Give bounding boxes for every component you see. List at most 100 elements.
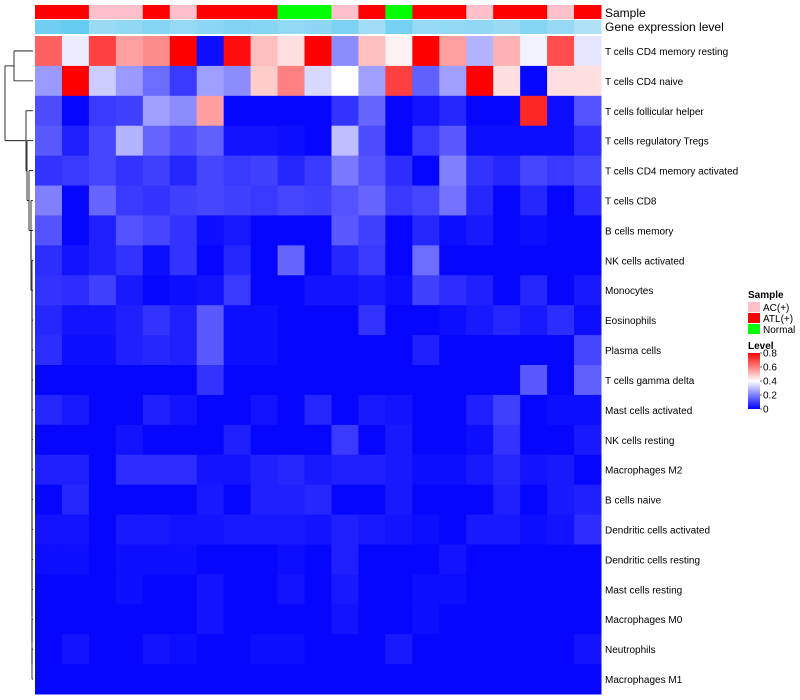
heatmap-cell: [196, 335, 225, 366]
heatmap-cell: [35, 275, 63, 306]
heatmap-cell: [412, 335, 440, 366]
heatmap-cell: [547, 245, 575, 276]
heatmap-cell: [277, 95, 306, 127]
heatmap-cell: [358, 634, 386, 665]
heatmap-cell: [358, 275, 386, 306]
sample-annotation-cell: [196, 5, 225, 19]
heatmap-cell: [358, 454, 386, 486]
heatmap-cell: [196, 215, 225, 246]
heatmap-cell: [169, 544, 198, 575]
heatmap-cell: [385, 365, 413, 396]
sample-annotation-cell: [493, 5, 521, 19]
heatmap-cell: [196, 155, 225, 187]
heatmap-cell: [115, 574, 144, 605]
heatmap-cell: [331, 664, 359, 695]
heatmap-cell: [88, 365, 117, 396]
sample-annotation-cell: [142, 5, 171, 19]
heatmap-cell: [223, 95, 252, 127]
legend-swatch-atl: [748, 313, 760, 323]
heatmap-cell: [304, 634, 332, 665]
heatmap-cell: [196, 574, 225, 605]
heatmap-cell: [574, 95, 602, 127]
heatmap-cell: [277, 215, 306, 246]
heatmap-cell: [520, 394, 548, 426]
heatmap-cell: [520, 424, 548, 456]
heatmap-cell: [304, 305, 332, 336]
heatmap-cell: [88, 305, 117, 336]
heatmap-cell: [520, 484, 548, 516]
heatmap-cell: [466, 215, 494, 246]
heatmap-cell: [304, 394, 332, 426]
heatmap-cell: [35, 664, 63, 695]
heatmap-cell: [61, 604, 90, 635]
heatmap-cell: [574, 36, 602, 67]
heatmap-cell: [142, 365, 171, 396]
heatmap-cell: [88, 514, 117, 545]
heatmap-cell: [358, 65, 386, 97]
heatmap-cell: [412, 454, 440, 486]
heatmap-cell: [358, 574, 386, 605]
heatmap-cell: [250, 574, 279, 605]
heatmap-cell: [520, 245, 548, 276]
heatmap-cell: [358, 604, 386, 635]
heatmap-cell: [331, 95, 359, 127]
heatmap-cell: [412, 634, 440, 665]
heatmap-cell: [385, 484, 413, 516]
expression-annotation-cell: [439, 20, 467, 34]
heatmap-cell: [35, 424, 63, 456]
heatmap-cell: [250, 544, 279, 575]
expression-annotation-cell: [493, 20, 521, 34]
heatmap-cell: [35, 95, 63, 127]
sample-annotation-cell: [61, 5, 90, 19]
heatmap-cell: [277, 245, 306, 276]
heatmap-cell: [250, 634, 279, 665]
heatmap-cell: [358, 125, 386, 157]
heatmap-cell: [169, 185, 198, 216]
expression-annotation-cell: [412, 20, 440, 34]
heatmap-cell: [331, 454, 359, 486]
row-label: T cells follicular helper: [605, 107, 704, 118]
sample-annotation-cell: [169, 5, 198, 19]
heatmap-cell: [547, 484, 575, 516]
row-label: Dendritic cells activated: [605, 526, 710, 537]
heatmap-cell: [439, 634, 467, 665]
heatmap-cell: [520, 95, 548, 127]
heatmap-cell: [304, 424, 332, 456]
heatmap-cell: [88, 454, 117, 486]
heatmap-cell: [520, 544, 548, 575]
heatmap-cell: [142, 544, 171, 575]
heatmap-cell: [250, 424, 279, 456]
expression-annotation-cell: [385, 20, 413, 34]
heatmap-cell: [547, 514, 575, 545]
heatmap-cell: [196, 664, 225, 695]
expression-annotation-label: Gene expression level: [605, 20, 724, 34]
heatmap-cell: [304, 664, 332, 695]
heatmap-cell: [142, 95, 171, 127]
heatmap-cell: [250, 335, 279, 366]
row-label: Macrophages M0: [605, 615, 683, 626]
heatmap-cell: [142, 275, 171, 306]
heatmap-cell: [574, 245, 602, 276]
heatmap-cell: [223, 634, 252, 665]
row-label: Macrophages M2: [605, 466, 683, 477]
heatmap-cell: [304, 544, 332, 575]
heatmap-cell: [169, 335, 198, 366]
heatmap-cell: [223, 604, 252, 635]
heatmap-cell: [142, 514, 171, 545]
heatmap-cell: [88, 634, 117, 665]
heatmap-cell: [466, 36, 494, 67]
heatmap-cell: [466, 514, 494, 545]
heatmap-cell: [547, 155, 575, 187]
heatmap-cell: [169, 514, 198, 545]
heatmap-cell: [385, 544, 413, 575]
heatmap-cell: [574, 664, 602, 695]
heatmap-cell: [304, 454, 332, 486]
heatmap-cell: [277, 305, 306, 336]
heatmap-cell: [196, 544, 225, 575]
row-label: Mast cells activated: [605, 406, 692, 417]
heatmap-cell: [331, 155, 359, 187]
heatmap-cell: [61, 514, 90, 545]
heatmap-cell: [547, 125, 575, 157]
heatmap-cell: [223, 155, 252, 187]
heatmap-cell: [35, 245, 63, 276]
